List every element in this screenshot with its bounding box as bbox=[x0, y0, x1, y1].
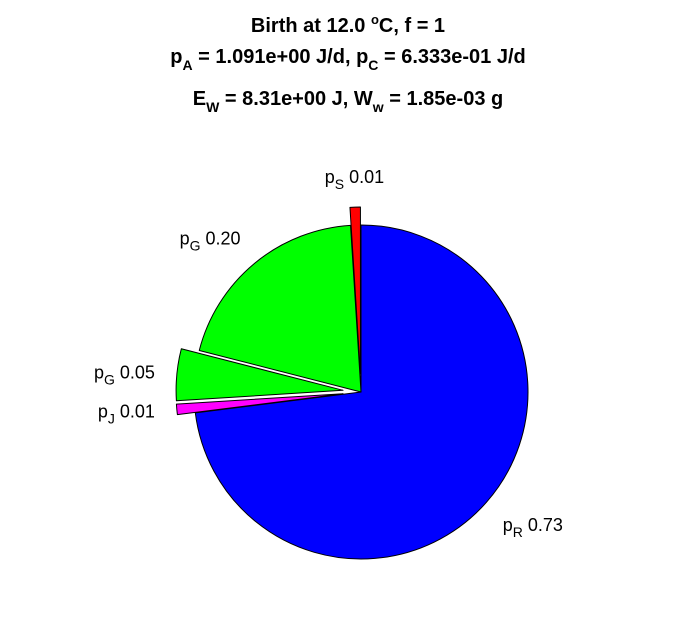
pie-slice-g-2 bbox=[175, 348, 344, 402]
chart-title: Birth at 12.0 oC, f = 1 pA = 1.091e+00 J… bbox=[170, 12, 525, 115]
pie-label-j-1: pJ 0.01 bbox=[98, 401, 155, 426]
pie-slice-s-4 bbox=[349, 206, 361, 375]
title-line-2: pA = 1.091e+00 J/d, pC = 6.333e-01 J/d bbox=[170, 46, 525, 73]
title-line-1: Birth at 12.0 oC, f = 1 bbox=[251, 12, 445, 37]
pie-label-g-2: pG 0.05 bbox=[94, 363, 155, 388]
pie-labels: pR 0.73 pJ 0.01 pG 0.05 pG 0.20 pS 0.01 bbox=[94, 167, 563, 540]
pie-slice-g-3 bbox=[198, 224, 362, 393]
pie-slice-j-1 bbox=[175, 393, 344, 416]
pie-label-s-4: pS 0.01 bbox=[325, 167, 384, 192]
pie-label-g-3: pG 0.20 bbox=[180, 228, 241, 253]
title-line-3: EW = 8.31e+00 J, Ww = 1.85e-03 g bbox=[193, 88, 503, 115]
pie-slice-r-0 bbox=[194, 224, 529, 560]
pie-slices bbox=[175, 206, 529, 560]
pie-label-r-0: pR 0.73 bbox=[503, 515, 563, 540]
